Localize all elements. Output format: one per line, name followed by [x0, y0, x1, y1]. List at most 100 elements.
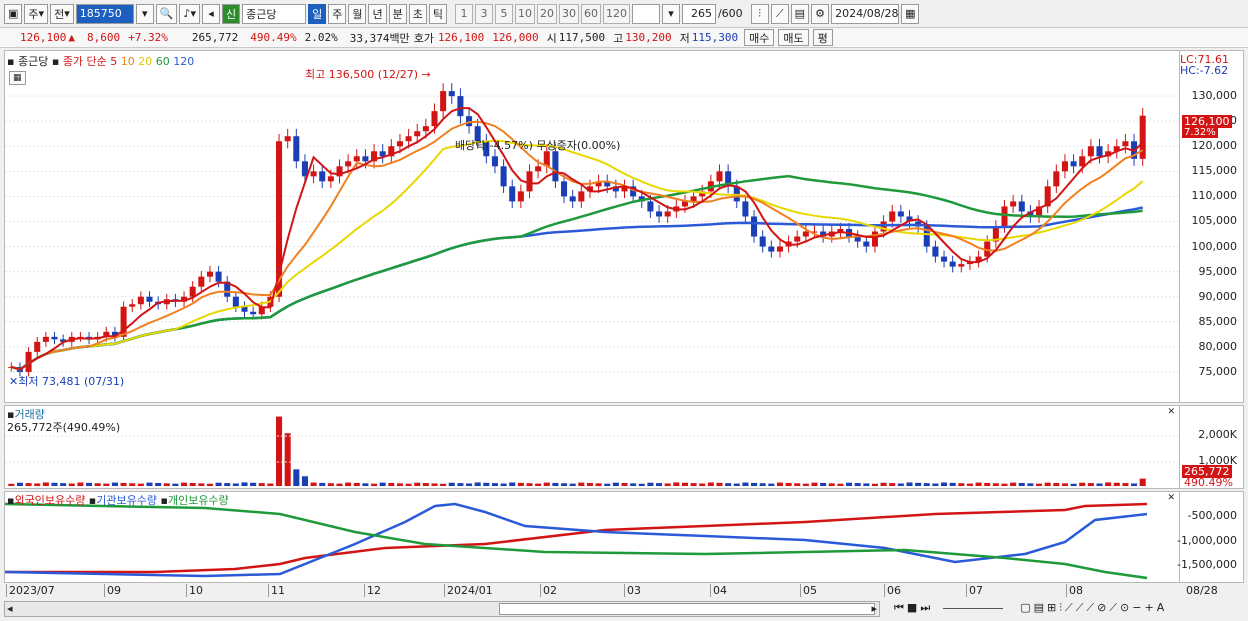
volume-bar: [958, 483, 965, 486]
calendar-icon[interactable]: ▦: [901, 3, 920, 24]
zoom-slider[interactable]: [943, 601, 1004, 609]
period-week-button[interactable]: 주: [328, 3, 347, 24]
ma120-line: [10, 206, 1143, 371]
candle-body: [1036, 206, 1043, 217]
volume-bar: [751, 482, 758, 486]
volume-chart[interactable]: [5, 406, 1179, 488]
volume-bar: [1070, 483, 1077, 486]
minute-30-button[interactable]: 30: [558, 3, 579, 24]
minute-1-button[interactable]: 1: [454, 3, 473, 24]
custom-period-dropdown-icon[interactable]: ▾: [661, 3, 680, 24]
count-input[interactable]: 265: [681, 3, 716, 24]
candle-body: [725, 171, 732, 187]
buy-button[interactable]: 매수: [744, 29, 775, 46]
holdings-legend: ▪외국인보유수량 ▪기관보유수량 ▪개인보유수량: [7, 494, 229, 507]
candle-type-icon[interactable]: ⫶: [750, 3, 769, 24]
eval-button[interactable]: 평: [812, 29, 833, 46]
minus-icon[interactable]: −: [1132, 601, 1142, 614]
candle-body: [630, 186, 637, 197]
plus-icon[interactable]: +: [1144, 601, 1154, 614]
holdings-tick-label: -1,500,000: [1177, 558, 1237, 571]
tool-icon[interactable]: ⊞: [1047, 601, 1057, 614]
scroll-left-icon[interactable]: ◂: [7, 602, 13, 615]
close-panel-icon[interactable]: ✕: [1167, 407, 1175, 417]
period-minute-button[interactable]: 분: [388, 3, 407, 24]
line-draw-icon[interactable]: ⟋: [770, 3, 789, 24]
custom-period-input[interactable]: [631, 3, 660, 24]
volume-bar: [863, 483, 870, 486]
volume-bar: [206, 483, 213, 486]
candle-body: [595, 181, 602, 187]
candle-body: [327, 176, 334, 182]
period-tick-button[interactable]: 틱: [428, 3, 447, 24]
scroll-right-icon[interactable]: ▸: [871, 602, 877, 615]
tool-icon[interactable]: ⟋: [1086, 601, 1095, 614]
gear-icon[interactable]: ⚙: [811, 3, 830, 24]
x-axis-label: 02: [540, 584, 557, 597]
layout-icon[interactable]: ▣: [4, 3, 23, 24]
individual-holding-line: [5, 502, 1148, 580]
tool-icon[interactable]: ⟋: [1075, 601, 1084, 614]
stock-name-field[interactable]: 종근당: [242, 3, 307, 24]
zoom-icon[interactable]: ⊙: [1120, 601, 1130, 614]
tool-icon[interactable]: ⫶: [1059, 601, 1062, 614]
period-day-button[interactable]: 일: [308, 3, 327, 24]
volume-bar: [345, 482, 352, 486]
holdings-panel[interactable]: ▪외국인보유수량 ▪기관보유수량 ▪개인보유수량 ✕: [4, 491, 1180, 583]
volume-panel[interactable]: ▪거래량 265,772주(490.49%) ✕: [4, 405, 1180, 489]
minute-10-button[interactable]: 10: [514, 3, 535, 24]
code-dropdown-icon[interactable]: ▾: [135, 3, 154, 24]
bid-2: 126,000: [492, 31, 539, 44]
search-icon[interactable]: 🔍: [155, 3, 178, 24]
volume-bar: [906, 482, 913, 486]
tool-icon[interactable]: ▤: [1033, 601, 1045, 614]
date-input[interactable]: 2024/08/28: [831, 3, 900, 24]
candle-body: [137, 296, 144, 305]
save-icon[interactable]: ▤: [790, 3, 810, 24]
period-type-select[interactable]: 주 ▾: [24, 3, 49, 24]
sell-button[interactable]: 매도: [778, 29, 809, 46]
close-panel-icon[interactable]: ✕: [1167, 493, 1175, 503]
price-chart[interactable]: [5, 51, 1179, 402]
prev-icon[interactable]: ◂: [201, 3, 220, 24]
period-second-button[interactable]: 초: [408, 3, 427, 24]
candle-body: [578, 191, 585, 202]
candle-body: [345, 161, 352, 167]
tool-icon[interactable]: ⟋: [1065, 601, 1073, 614]
stop-icon[interactable]: ■: [906, 601, 918, 614]
volume-bar: [915, 482, 922, 486]
candle-body: [1139, 115, 1146, 159]
volume-bar: [405, 483, 412, 486]
font-icon[interactable]: A: [1156, 601, 1165, 614]
tool-icon[interactable]: ⊘: [1097, 601, 1107, 614]
tool-icon[interactable]: ⟋: [1109, 601, 1118, 614]
fast-forward-icon[interactable]: ⏭: [920, 601, 931, 614]
candle-body: [319, 171, 326, 182]
minute-20-button[interactable]: 20: [536, 3, 557, 24]
price-tick-label: 105,000: [1191, 214, 1238, 228]
minute-5-button[interactable]: 5: [494, 3, 513, 24]
volume-bar: [51, 482, 58, 486]
minute-120-button[interactable]: 120: [602, 3, 630, 24]
candle-body: [301, 161, 308, 177]
minute-3-button[interactable]: 3: [474, 3, 493, 24]
minute-60-button[interactable]: 60: [580, 3, 601, 24]
x-axis-label: 11: [268, 584, 285, 597]
candle-body: [984, 241, 991, 257]
horizontal-scrollbar[interactable]: ◂ ▸: [4, 601, 880, 617]
period-year-button[interactable]: 년: [368, 3, 387, 24]
price-panel[interactable]: ▪ 종근당 ▪ 종가 단순 5 10 20 60 120 ▦ 최고 136,50…: [4, 50, 1180, 403]
period-month-button[interactable]: 월: [348, 3, 367, 24]
open-label: 시: [546, 31, 557, 45]
sound-icon[interactable]: ♪▾: [179, 3, 200, 24]
scroll-thumb[interactable]: [499, 603, 875, 615]
candle-body: [466, 116, 473, 127]
rewind-icon[interactable]: ⏮: [894, 601, 904, 614]
tool-icon[interactable]: ▢: [1020, 601, 1031, 614]
holdings-chart[interactable]: [5, 492, 1179, 582]
grid-toggle-icon[interactable]: ▦: [9, 71, 26, 85]
stock-code-input[interactable]: 185750: [75, 3, 134, 24]
x-axis-label: 06: [884, 584, 901, 597]
volume-bar: [293, 469, 300, 486]
view-mode-select[interactable]: 전 ▾: [50, 3, 74, 24]
